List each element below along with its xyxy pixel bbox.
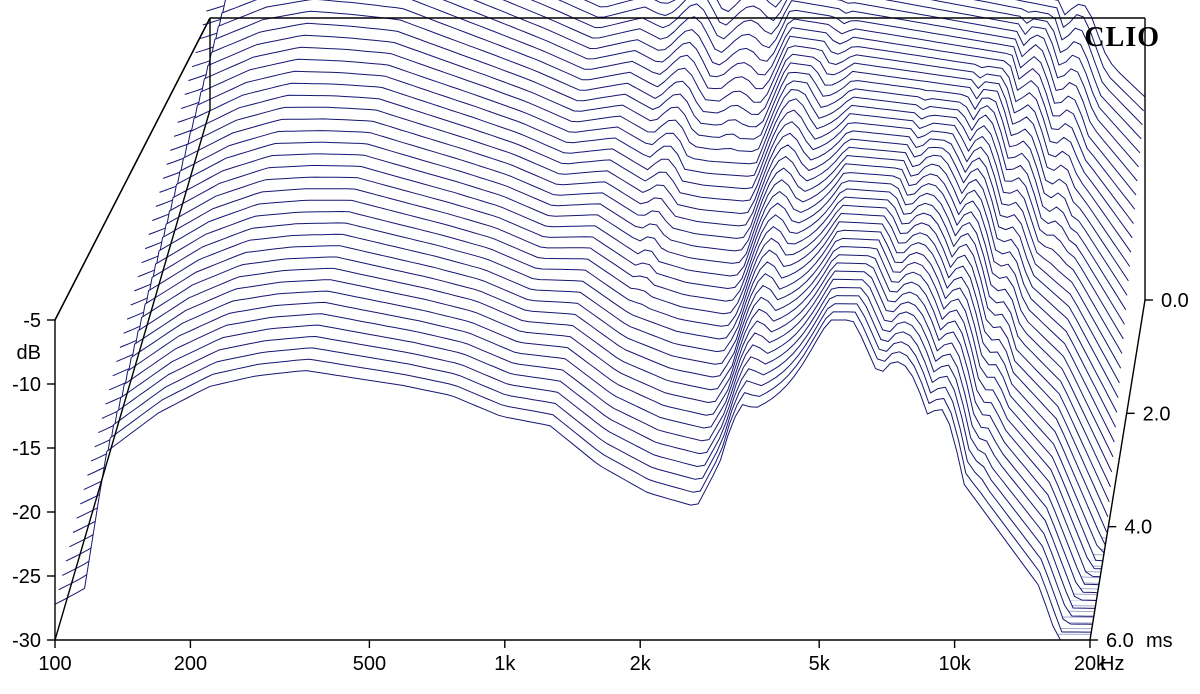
y-tick: -10 <box>12 374 41 396</box>
z-tick: 0.0 <box>1161 290 1189 312</box>
y-axis-unit: dB <box>17 342 41 364</box>
y-tick: -25 <box>12 566 41 588</box>
waterfall-plot: 1002005001k2k5k10k20kHz-5-10-15-20-25-30… <box>0 0 1200 694</box>
z-tick: 6.0 <box>1106 630 1134 652</box>
x-tick: 100 <box>38 653 71 675</box>
y-tick: -5 <box>23 310 41 332</box>
x-tick: 200 <box>174 653 207 675</box>
z-axis-unit: ms <box>1146 630 1173 652</box>
z-tick: 2.0 <box>1143 403 1171 425</box>
y-tick: -20 <box>12 502 41 524</box>
x-tick: 10k <box>938 653 971 675</box>
z-tick: 4.0 <box>1124 517 1152 539</box>
waterfall-traces <box>55 0 1145 640</box>
x-axis-unit: Hz <box>1100 653 1124 675</box>
brand-label: CLIO <box>1084 22 1160 54</box>
x-tick: 500 <box>353 653 386 675</box>
y-tick: -30 <box>12 630 41 652</box>
x-tick: 1k <box>494 653 516 675</box>
x-tick: 2k <box>630 653 652 675</box>
y-tick: -15 <box>12 438 41 460</box>
x-tick: 5k <box>809 653 831 675</box>
